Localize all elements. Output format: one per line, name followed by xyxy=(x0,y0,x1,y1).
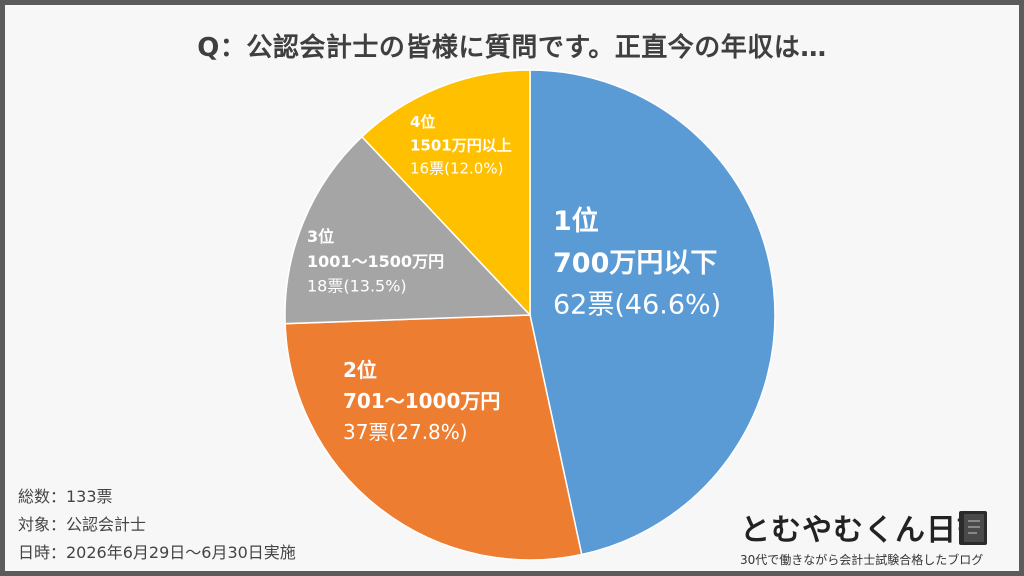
slice-label-2: 701～1000万円 xyxy=(343,389,500,413)
slice-votes-4: 16票(12.0%) xyxy=(410,160,503,178)
slice-rank-1: 1位 xyxy=(553,205,599,237)
slice-votes-2: 37票(27.8%) xyxy=(343,420,468,444)
slice-label-3: 1001～1500万円 xyxy=(307,252,444,271)
slice-label-1: 700万円以下 xyxy=(553,248,717,279)
notebook-icon xyxy=(959,511,987,545)
brand-name: とむやむくん日記 xyxy=(740,513,988,548)
brand-block: とむやむくん日記 30代で働きながら会計士試験合格したブログ xyxy=(740,505,990,568)
survey-date: 日時：2026年6月29日～6月30日実施 xyxy=(18,543,296,562)
pie-slice-3 xyxy=(284,135,532,325)
slice-votes-3: 18票(13.5%) xyxy=(307,277,407,296)
slice-rank-3: 3位 xyxy=(307,227,334,246)
pie-slice-2 xyxy=(284,314,583,561)
pie-chart: 1位 700万円以下 62票(46.6%) 2位 701～1000万円 37票(27.8%… xyxy=(284,69,776,561)
survey-target: 対象：公認会計士 xyxy=(18,515,147,534)
slice-rank-2: 2位 xyxy=(343,358,377,382)
total-votes: 総数：133票 xyxy=(18,487,113,506)
slice-votes-1: 62票(46.6%) xyxy=(553,290,721,321)
pie-slice-1 xyxy=(529,69,776,556)
slice-label-4: 1501万円以上 xyxy=(410,136,512,154)
brand-tagline: 30代で働きながら会計士試験合格したブログ xyxy=(740,553,984,567)
slice-rank-4: 4位 xyxy=(410,113,435,131)
chart-title: Q：公認会計士の皆様に質問です。正直今の年収は… xyxy=(197,33,827,63)
pie-slice-4 xyxy=(360,69,531,317)
